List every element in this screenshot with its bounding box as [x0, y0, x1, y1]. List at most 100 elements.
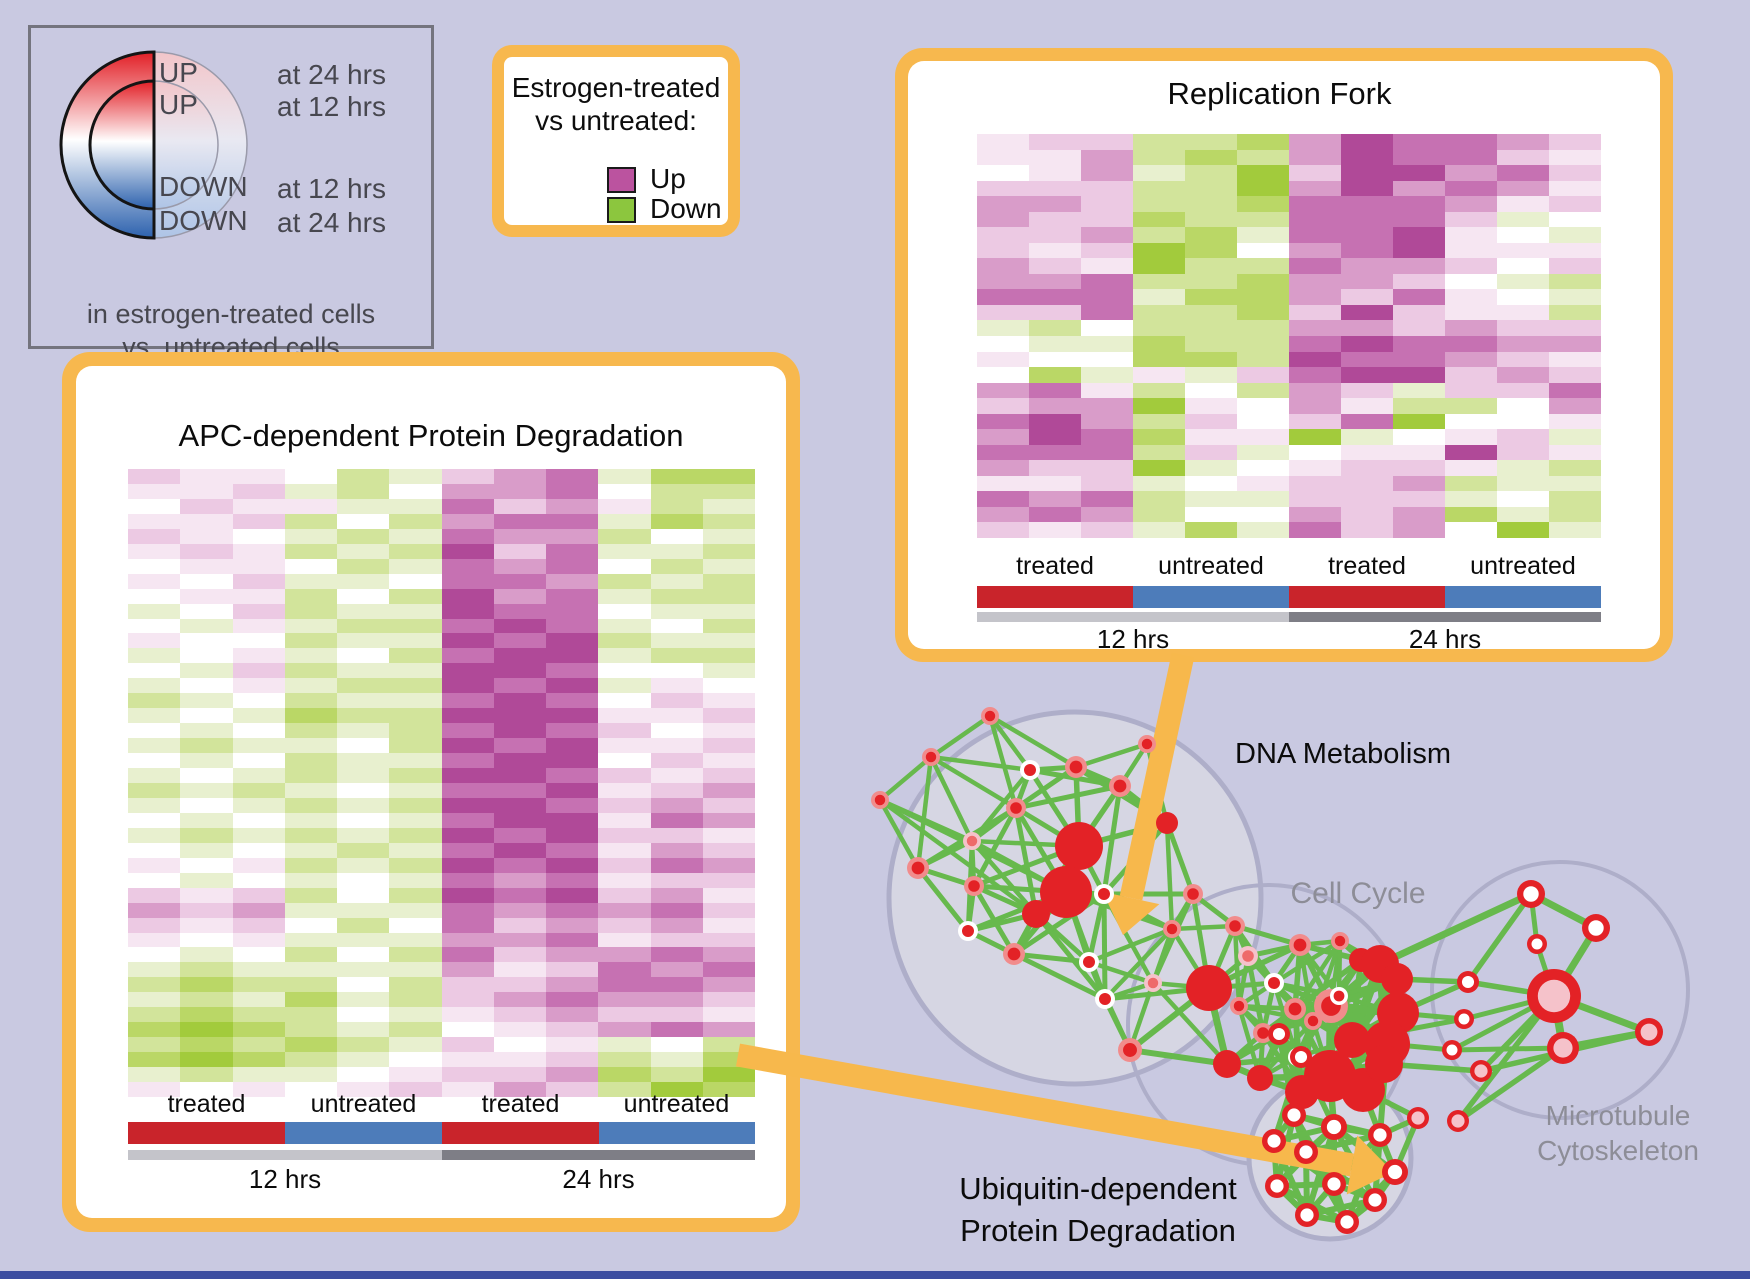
heatmap-cell	[977, 320, 1029, 336]
heatmap-cell	[1497, 149, 1549, 166]
heatmap-cell	[650, 603, 703, 619]
network-node-d21	[1213, 1050, 1241, 1078]
heatmap-cell	[284, 783, 337, 798]
heatmap-cell	[702, 812, 755, 828]
ring-time-up24: at 24 hrs	[277, 59, 386, 90]
heatmap-cell	[650, 783, 703, 798]
network-node-u4	[1267, 1134, 1281, 1148]
network-edge	[1086, 893, 1107, 963]
heatmap-cell	[650, 513, 703, 529]
apc-untreated-bar-24h	[599, 1122, 755, 1144]
heatmap-cell	[128, 483, 181, 499]
heatmap-cell	[1029, 336, 1081, 352]
heatmap-cell	[180, 723, 233, 739]
heatmap-cell	[337, 738, 390, 754]
heatmap-cell	[232, 962, 285, 978]
heatmap-cell	[441, 932, 494, 948]
heatmap-cell	[1549, 273, 1601, 290]
heatmap-cell	[546, 827, 599, 843]
estrogen-legend-box: Estrogen-treated vs untreated: Up Down	[492, 45, 740, 237]
heatmap-cell	[441, 678, 494, 694]
heatmap-cell	[1133, 460, 1185, 476]
heatmap-cell	[1549, 242, 1601, 259]
heatmap-cell	[232, 558, 285, 574]
heatmap-cell	[284, 528, 337, 544]
heatmap-cell	[232, 857, 285, 873]
heatmap-cell	[1289, 382, 1341, 399]
heatmap-cell	[546, 603, 599, 619]
down-color-swatch	[607, 197, 636, 223]
heatmap-cell	[284, 917, 337, 933]
heatmap-cell	[441, 723, 494, 739]
ring-time-up12: at 12 hrs	[277, 91, 386, 122]
heatmap-cell	[493, 1022, 546, 1038]
network-node-u12	[1272, 1027, 1286, 1041]
heatmap-cell	[598, 603, 651, 619]
heatmap-cell	[1081, 460, 1133, 476]
heatmap-cell	[180, 887, 233, 903]
heatmap-cell	[232, 1052, 285, 1068]
heatmap-cell	[284, 992, 337, 1008]
heatmap-cell	[128, 992, 181, 1008]
heatmap-cell	[180, 947, 233, 963]
heatmap-cell	[1393, 258, 1445, 274]
apc-heatmap	[128, 469, 755, 1097]
heatmap-cell	[1185, 413, 1237, 430]
heatmap-cell	[441, 573, 494, 589]
heatmap-cell	[337, 887, 390, 903]
heatmap-cell	[284, 663, 337, 679]
heatmap-cell	[546, 469, 599, 484]
heatmap-cell	[977, 242, 1029, 259]
heatmap-cell	[1029, 320, 1081, 336]
heatmap-cell	[232, 469, 285, 484]
network-node-d10	[1022, 900, 1050, 928]
heatmap-cell	[546, 588, 599, 604]
heatmap-cell	[546, 887, 599, 903]
heatmap-cell	[598, 1007, 651, 1023]
heatmap-cell	[389, 498, 442, 514]
heatmap-cell	[128, 543, 181, 559]
heatmap-cell	[441, 947, 494, 963]
heatmap-cell	[128, 1007, 181, 1023]
cell-cycle-label: Cell Cycle	[1290, 877, 1426, 910]
network-node-c20	[1257, 1027, 1269, 1039]
heatmap-cell	[180, 768, 233, 783]
heatmap-cell	[232, 827, 285, 843]
network-node-m3	[1531, 938, 1543, 950]
heatmap-cell	[1549, 429, 1601, 445]
network-node-b6	[1451, 1114, 1465, 1128]
heatmap-cell	[337, 663, 390, 679]
heatmap-cell	[441, 693, 494, 709]
heatmap-cell	[493, 902, 546, 918]
heatmap-cell	[650, 573, 703, 589]
heatmap-cell	[546, 483, 599, 499]
heatmap-cell	[1341, 491, 1393, 507]
heatmap-cell	[284, 827, 337, 843]
heatmap-cell	[1237, 211, 1289, 228]
heatmap-cell	[598, 768, 651, 783]
heatmap-cell	[493, 1052, 546, 1068]
heatmap-cell	[389, 947, 442, 963]
heatmap-cell	[389, 797, 442, 813]
heatmap-cell	[284, 768, 337, 783]
network-edge	[987, 715, 1019, 809]
ubiquitin-degradation-label: Ubiquitin-dependent Protein Degradation	[948, 1168, 1248, 1252]
heatmap-cell	[1445, 382, 1497, 399]
network-edge	[1034, 912, 1107, 1001]
heatmap-cell	[128, 887, 181, 903]
heatmap-cell	[598, 693, 651, 709]
heatmap-cell	[128, 573, 181, 589]
heatmap-cell	[598, 1022, 651, 1038]
heatmap-cell	[1185, 134, 1237, 150]
heatmap-cell	[650, 977, 703, 993]
heatmap-cell	[1237, 180, 1289, 197]
network-edge	[988, 714, 1078, 769]
heatmap-cell	[1549, 227, 1601, 243]
ring-dir-up24: UP	[159, 57, 198, 88]
heatmap-cell	[1289, 460, 1341, 476]
heatmap-cell	[337, 469, 390, 484]
heatmap-cell	[232, 1082, 285, 1097]
network-node-b4	[1474, 1064, 1488, 1078]
network-edge	[1013, 807, 1039, 915]
heatmap-cell	[650, 738, 703, 754]
